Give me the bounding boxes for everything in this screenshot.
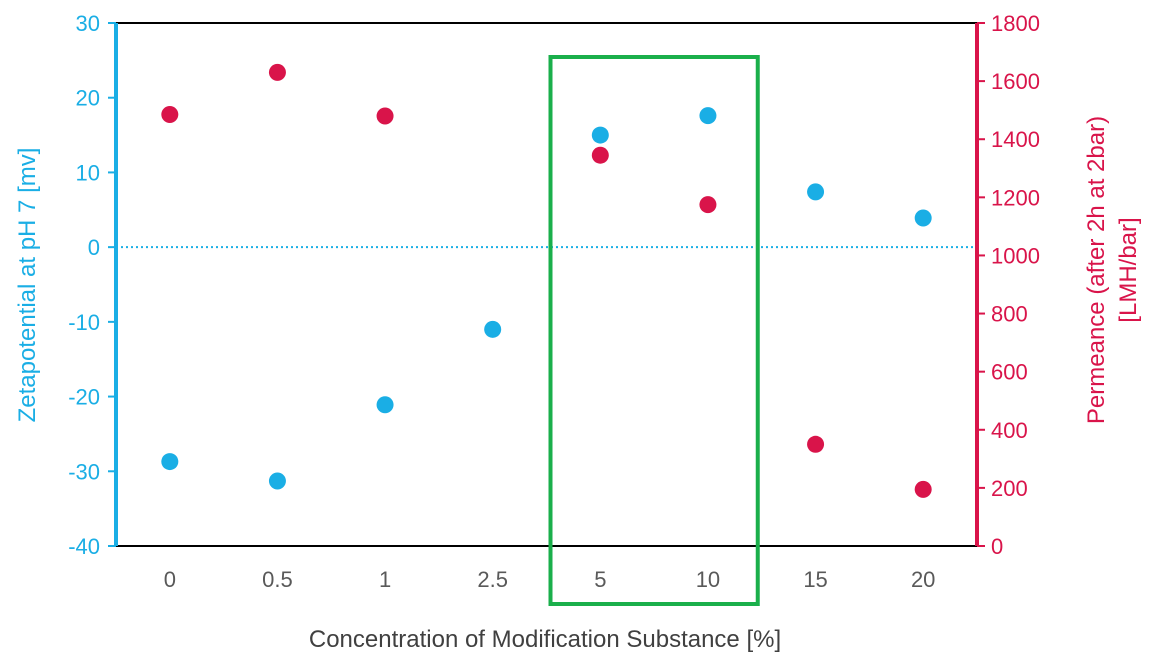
permeance-point-15: [807, 435, 825, 453]
right-tick-label: 1400: [991, 127, 1040, 152]
x-axis-ticks: 0 0.5 1 2.5 5 10 15 20: [164, 567, 936, 592]
left-tick-label: 30: [76, 11, 100, 36]
left-tick-label: 0: [88, 235, 100, 260]
right-tick-label: 1200: [991, 185, 1040, 210]
permeance-point-5: [591, 146, 609, 164]
right-axis-title-line2: [LMH/bar]: [1115, 217, 1142, 322]
zeta-point-15: [807, 183, 825, 201]
right-tick-label: 800: [991, 302, 1028, 327]
x-tick-label: 0: [164, 567, 176, 592]
left-tick-label: -40: [68, 534, 100, 559]
right-tick-label: 200: [991, 476, 1028, 501]
permeance-point-20: [914, 480, 932, 498]
left-tick-label: 10: [76, 160, 100, 185]
left-axis-ticks: 30 20 10 0 -10 -20 -30 -40: [68, 11, 116, 559]
zeta-point-5: [591, 126, 609, 144]
axes: [114, 22, 979, 547]
permeance-point-0.5: [268, 63, 286, 81]
left-tick-label: -20: [68, 385, 100, 410]
x-tick-label: 15: [803, 567, 827, 592]
left-tick-label: -10: [68, 310, 100, 335]
x-tick-label: 20: [911, 567, 935, 592]
right-tick-label: 1800: [991, 11, 1040, 36]
permeance-point-10: [699, 196, 717, 214]
x-axis-title: Concentration of Modification Substance …: [309, 626, 781, 653]
data-points: [161, 63, 932, 498]
right-axis-ticks: 1800 1600 1400 1200 1000 800 600 400 200 0: [977, 11, 1040, 559]
highlight-box-group: [548, 55, 760, 606]
x-tick-label: 5: [594, 567, 606, 592]
x-tick-label: 2.5: [477, 567, 508, 592]
right-tick-label: 600: [991, 360, 1028, 385]
x-tick-label: 1: [379, 567, 391, 592]
right-tick-label: 0: [991, 534, 1003, 559]
zeta-point-0.5: [268, 472, 286, 490]
zeta-point-2.5: [484, 320, 502, 338]
left-tick-label: 20: [76, 86, 100, 111]
left-tick-label: -30: [68, 459, 100, 484]
right-tick-label: 1600: [991, 69, 1040, 94]
permeance-point-1: [376, 107, 394, 125]
zeta-point-20: [914, 209, 932, 227]
x-tick-label: 0.5: [262, 567, 293, 592]
highlight-box: [548, 55, 760, 606]
zeta-point-1: [376, 396, 394, 414]
x-tick-label: 10: [696, 567, 720, 592]
permeance-point-0: [161, 106, 179, 124]
right-tick-label: 400: [991, 418, 1028, 443]
left-axis-title: Zetapotential at pH 7 [mv]: [14, 148, 41, 423]
zeta-point-0: [161, 453, 179, 471]
zeta-point-10: [699, 107, 717, 125]
right-tick-label: 1000: [991, 243, 1040, 268]
right-axis-title-line1: Permeance (after 2h at 2bar): [1083, 116, 1110, 424]
